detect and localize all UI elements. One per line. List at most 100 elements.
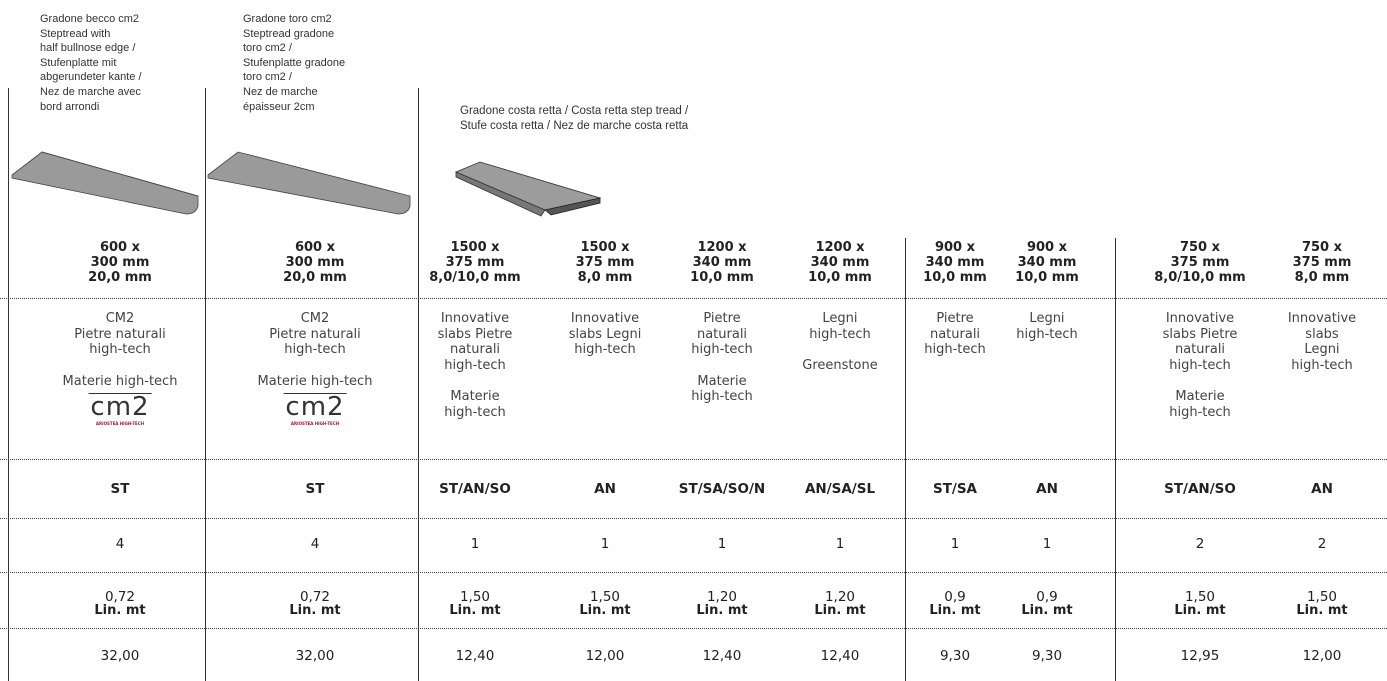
size: 1200 x 340 mm 10,0 mm [690, 240, 754, 285]
materials: Innovative slabs Pietre naturali high-te… [438, 311, 513, 420]
size-line: 8,0/10,0 mm [429, 270, 521, 285]
size-line: 340 mm [810, 255, 870, 270]
length-value: 1,50 [1306, 589, 1338, 605]
length-unit: Lin. mt [449, 603, 501, 618]
pieces: 1 [470, 536, 480, 552]
size: 900 x 340 mm 10,0 mm [1015, 240, 1079, 285]
size-line: 20,0 mm [283, 270, 347, 285]
pieces: 2 [1317, 536, 1327, 552]
size-line: 8,0/10,0 mm [1154, 270, 1246, 285]
material: CM2 Pietre naturali high-tech [74, 311, 166, 357]
materials: Innovative slabs Pietre naturali high-te… [1163, 311, 1238, 420]
pieces: 1 [950, 536, 960, 552]
size: 1500 x 375 mm 8,0/10,0 mm [429, 240, 520, 285]
length-unit: Lin. mt [1021, 603, 1073, 618]
finish-code: AN [594, 481, 616, 497]
length: 0,72 Lin. mt [289, 590, 340, 618]
material: Greenstone [802, 358, 878, 373]
logo-mark: cm2 [88, 392, 152, 422]
pieces: 4 [310, 536, 320, 552]
material: Materie high-tech [691, 373, 753, 405]
material: Pietre naturali high-tech [924, 311, 986, 357]
price: 32,00 [100, 648, 140, 664]
logo: cm2 ARIOSTEA HIGH-TECH [283, 393, 347, 426]
material: Materie high-tech [62, 373, 178, 389]
finish-code: AN [1036, 481, 1058, 497]
size: 1200 x 340 mm 10,0 mm [808, 240, 872, 285]
length: 1,20 Lin. mt [696, 590, 747, 618]
materials: Pietre naturali high-tech [924, 311, 986, 358]
length: 1,50 Lin. mt [1174, 590, 1225, 618]
size-line: 8,0 mm [577, 270, 633, 285]
description: Gradone toro cm2 Steptread gradone toro … [243, 13, 346, 113]
material: Innovative slabs Legni high-tech [1287, 311, 1357, 373]
row-divider [0, 459, 1387, 460]
length-value: 0,9 [944, 589, 966, 605]
size: 900 x 340 mm 10,0 mm [923, 240, 987, 285]
size-line: 10,0 mm [923, 270, 987, 285]
length-value: 1,50 [589, 589, 621, 605]
pieces: 1 [835, 536, 845, 552]
materials: CM2 Pietre naturali high-tech Materie hig… [63, 311, 178, 426]
materials: Pietre naturali high-tech Materie high-te… [691, 311, 753, 405]
size-line: 300 mm [90, 255, 150, 270]
column-divider [205, 88, 206, 681]
price: 12,00 [585, 648, 625, 664]
length-unit: Lin. mt [1174, 603, 1226, 618]
length-value: 1,20 [824, 589, 856, 605]
price: 32,00 [295, 648, 335, 664]
materials: Innovative slabs Legni high-tech [569, 311, 642, 358]
price: 12,40 [455, 648, 495, 664]
finish-code: ST [305, 481, 325, 497]
price: 9,30 [939, 648, 971, 664]
price: 9,30 [1031, 648, 1063, 664]
size-line: 1200 x [697, 240, 747, 255]
material: CM2 Pietre naturali high-tech [269, 311, 361, 357]
length: 0,72 Lin. mt [94, 590, 145, 618]
length: 0,9 Lin. mt [1021, 590, 1072, 618]
row-divider [0, 572, 1387, 573]
size-line: 10,0 mm [690, 270, 754, 285]
size-line: 1500 x [580, 240, 630, 255]
row-divider [0, 628, 1387, 629]
tread-bullnose [11, 151, 199, 215]
length: 1,20 Lin. mt [814, 590, 865, 618]
size-line: 340 mm [692, 255, 752, 270]
length-unit: Lin. mt [929, 603, 981, 618]
size-line: 1500 x [450, 240, 500, 255]
size-line: 10,0 mm [1015, 270, 1079, 285]
finish-code: ST/SA [932, 481, 978, 497]
finish-code: ST [110, 481, 130, 497]
size: 750 x 375 mm 8,0/10,0 mm [1154, 240, 1245, 285]
pieces: 1 [717, 536, 727, 552]
pieces: 2 [1195, 536, 1205, 552]
length: 1,50 Lin. mt [579, 590, 630, 618]
pieces: 4 [115, 536, 125, 552]
material: Pietre naturali high-tech [691, 311, 753, 357]
length-unit: Lin. mt [1296, 603, 1348, 618]
column-divider [418, 88, 419, 681]
size-line: 375 mm [1292, 255, 1352, 270]
material: Materie high-tech [444, 389, 506, 420]
material: Innovative slabs Pietre naturali high-te… [437, 311, 513, 373]
column-divider [8, 88, 9, 681]
description: Gradone costa retta / Costa retta step t… [460, 105, 689, 132]
length-value: 1,50 [459, 589, 491, 605]
price: 12,40 [820, 648, 860, 664]
row-divider [0, 518, 1387, 519]
size-line: 900 x [1026, 240, 1068, 255]
length-value: 1,20 [706, 589, 738, 605]
length: 0,9 Lin. mt [929, 590, 980, 618]
material: Innovative slabs Pietre naturali high-te… [1162, 311, 1238, 373]
size-line: 750 x [1301, 240, 1343, 255]
size-line: 8,0 mm [1294, 270, 1350, 285]
length: 1,50 Lin. mt [449, 590, 500, 618]
length-unit: Lin. mt [696, 603, 748, 618]
finish-code: ST/SA/SO/N [678, 481, 766, 497]
size-line: 600 x [99, 240, 141, 255]
materials: Legni high-tech [1016, 311, 1078, 342]
size: 1500 x 375 mm 8,0 mm [576, 240, 635, 285]
material: Materie high-tech [1169, 389, 1231, 420]
